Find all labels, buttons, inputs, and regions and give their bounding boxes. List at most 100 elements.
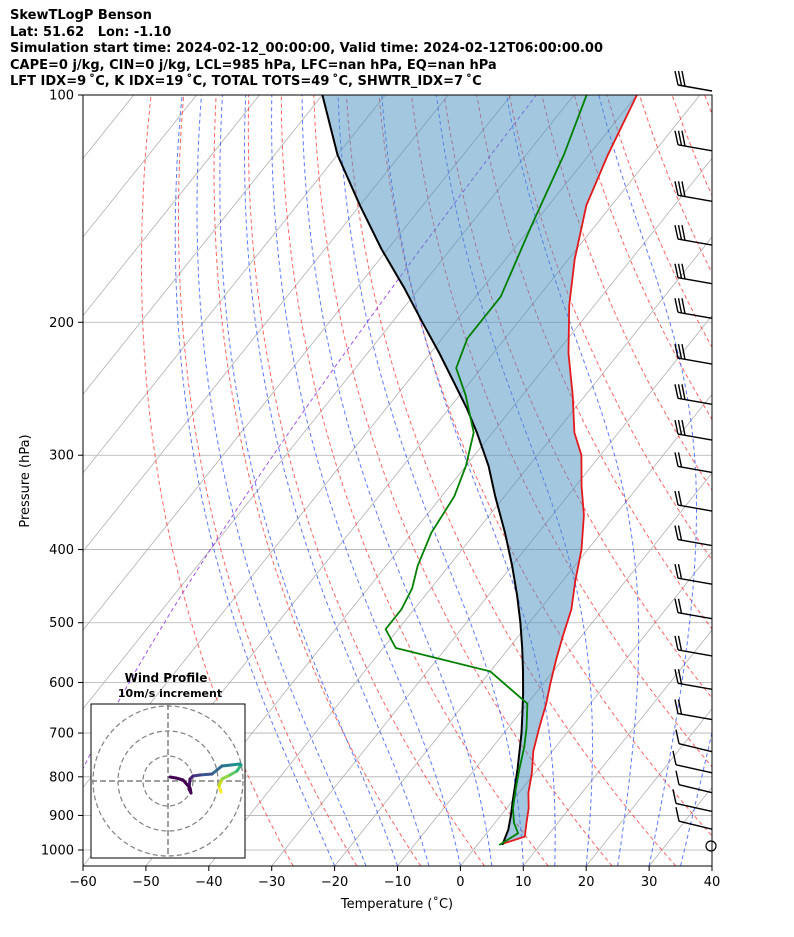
hodograph-segment [210, 764, 224, 776]
moist-adiabat [244, 95, 430, 866]
hodograph-segment [229, 762, 242, 767]
hodograph-segment [181, 778, 192, 790]
isotherm-line [83, 95, 323, 395]
wind-barb [674, 525, 713, 547]
barb-flag [681, 70, 686, 87]
hodograph-segment [168, 775, 178, 780]
barb-shaft [677, 357, 713, 365]
barb-shaft [677, 84, 713, 92]
isotherm-line [522, 629, 712, 866]
wind-barb [674, 635, 713, 657]
y-tick-label: 100 [49, 89, 74, 104]
barb-flag [677, 130, 683, 146]
barb-flag [674, 343, 679, 359]
moist-adiabat [196, 95, 367, 866]
dry-adiabat [378, 95, 712, 837]
barb-flag [677, 635, 683, 651]
wind-barb [674, 181, 713, 203]
isotherm-line [83, 95, 197, 238]
barb-shaft [677, 538, 713, 547]
barb-shaft [678, 784, 713, 794]
barb-flag [674, 598, 679, 613]
dry-adiabat [770, 95, 794, 866]
dry-adiabat [704, 95, 712, 116]
chart-header: SkewTLogP Benson Lat: 51.62 Lon: -1.10 Sim… [10, 8, 603, 91]
dry-adiabat [280, 95, 549, 866]
x-tick-label: −60 [69, 875, 96, 890]
cin-area [322, 95, 637, 845]
dry-adiabat [508, 95, 712, 561]
barb-shaft [677, 612, 713, 620]
barb-flag [674, 298, 679, 313]
barb-flag [681, 224, 686, 241]
barb-flag [677, 669, 683, 685]
barb-flag [674, 224, 679, 240]
barb-shaft [677, 465, 713, 474]
barb-flag [681, 130, 686, 147]
barb-flag [674, 384, 679, 399]
barb-shaft [677, 433, 713, 441]
x-tick-label: −20 [321, 875, 348, 890]
barb-shaft [677, 238, 713, 246]
wind-barb [675, 729, 713, 753]
barb-flag [674, 70, 679, 86]
isotherm-line [648, 786, 712, 866]
moist-adiabat [711, 864, 712, 866]
isotherm-line [83, 95, 260, 317]
wind-barb [674, 419, 713, 441]
y-tick-label: 600 [49, 676, 74, 691]
wind-barb [674, 490, 713, 512]
barb-flag [674, 490, 679, 506]
barb-shaft [677, 504, 713, 512]
dry-adiabat [443, 95, 712, 699]
wind-barbs [672, 70, 717, 852]
wind-barb [674, 70, 713, 92]
barb-flag [677, 343, 683, 359]
barb-shaft [677, 577, 713, 585]
barb-flag [681, 181, 686, 197]
barb-flag [681, 263, 686, 280]
barb-flag [677, 490, 683, 506]
isotherm-line [334, 393, 712, 866]
dry-adiabat [178, 95, 358, 866]
moist-adiabat [301, 95, 493, 866]
barb-flag [677, 384, 683, 400]
barb-shaft [677, 277, 713, 285]
dewpoint-line [384, 95, 588, 846]
wind-barb [674, 699, 713, 721]
moist-adiabat [506, 95, 640, 866]
y-tick-label: 700 [49, 727, 74, 742]
wind-barb [674, 564, 713, 585]
barb-shaft [677, 712, 713, 721]
barb-flag [677, 181, 683, 197]
moist-adiabat [174, 95, 336, 866]
moist-adiabat [219, 95, 398, 866]
isotherm-line [460, 550, 712, 866]
wind-profile-inset: Wind Profile 10m/s increment [90, 671, 246, 859]
barb-flag [681, 419, 686, 436]
barb-shaft [677, 311, 713, 319]
x-tick-label: 20 [578, 875, 595, 890]
time-line: Simulation start time: 2024-02-12_00:00:… [10, 41, 603, 56]
barb-flag [674, 525, 679, 540]
wind-barb [672, 789, 713, 813]
wind-barb [675, 807, 713, 830]
barb-flag [677, 419, 683, 435]
barb-flag [674, 181, 679, 196]
cape-line: CAPE=0 j/kg, CIN=0 j/kg, LCL=985 hPa, LF… [10, 57, 497, 73]
parcel-profile-line [321, 95, 525, 846]
dry-adiabat [411, 95, 712, 768]
y-tick-label: 1000 [41, 844, 74, 859]
y-tick-label: 200 [49, 316, 74, 331]
x-tick-label: −40 [195, 875, 222, 890]
barb-flag [681, 298, 686, 314]
axes: −60 −50 −40 −30 −20 −10 0 10 20 30 40 1000 900 800 700… [41, 89, 720, 891]
barb-flag [674, 130, 679, 145]
barb-flag [677, 263, 683, 279]
hodograph-segment [198, 772, 214, 777]
wind-barb [674, 343, 713, 365]
barb-flag [675, 807, 680, 822]
y-tick-label: 900 [49, 809, 74, 824]
barb-flag [677, 452, 683, 468]
